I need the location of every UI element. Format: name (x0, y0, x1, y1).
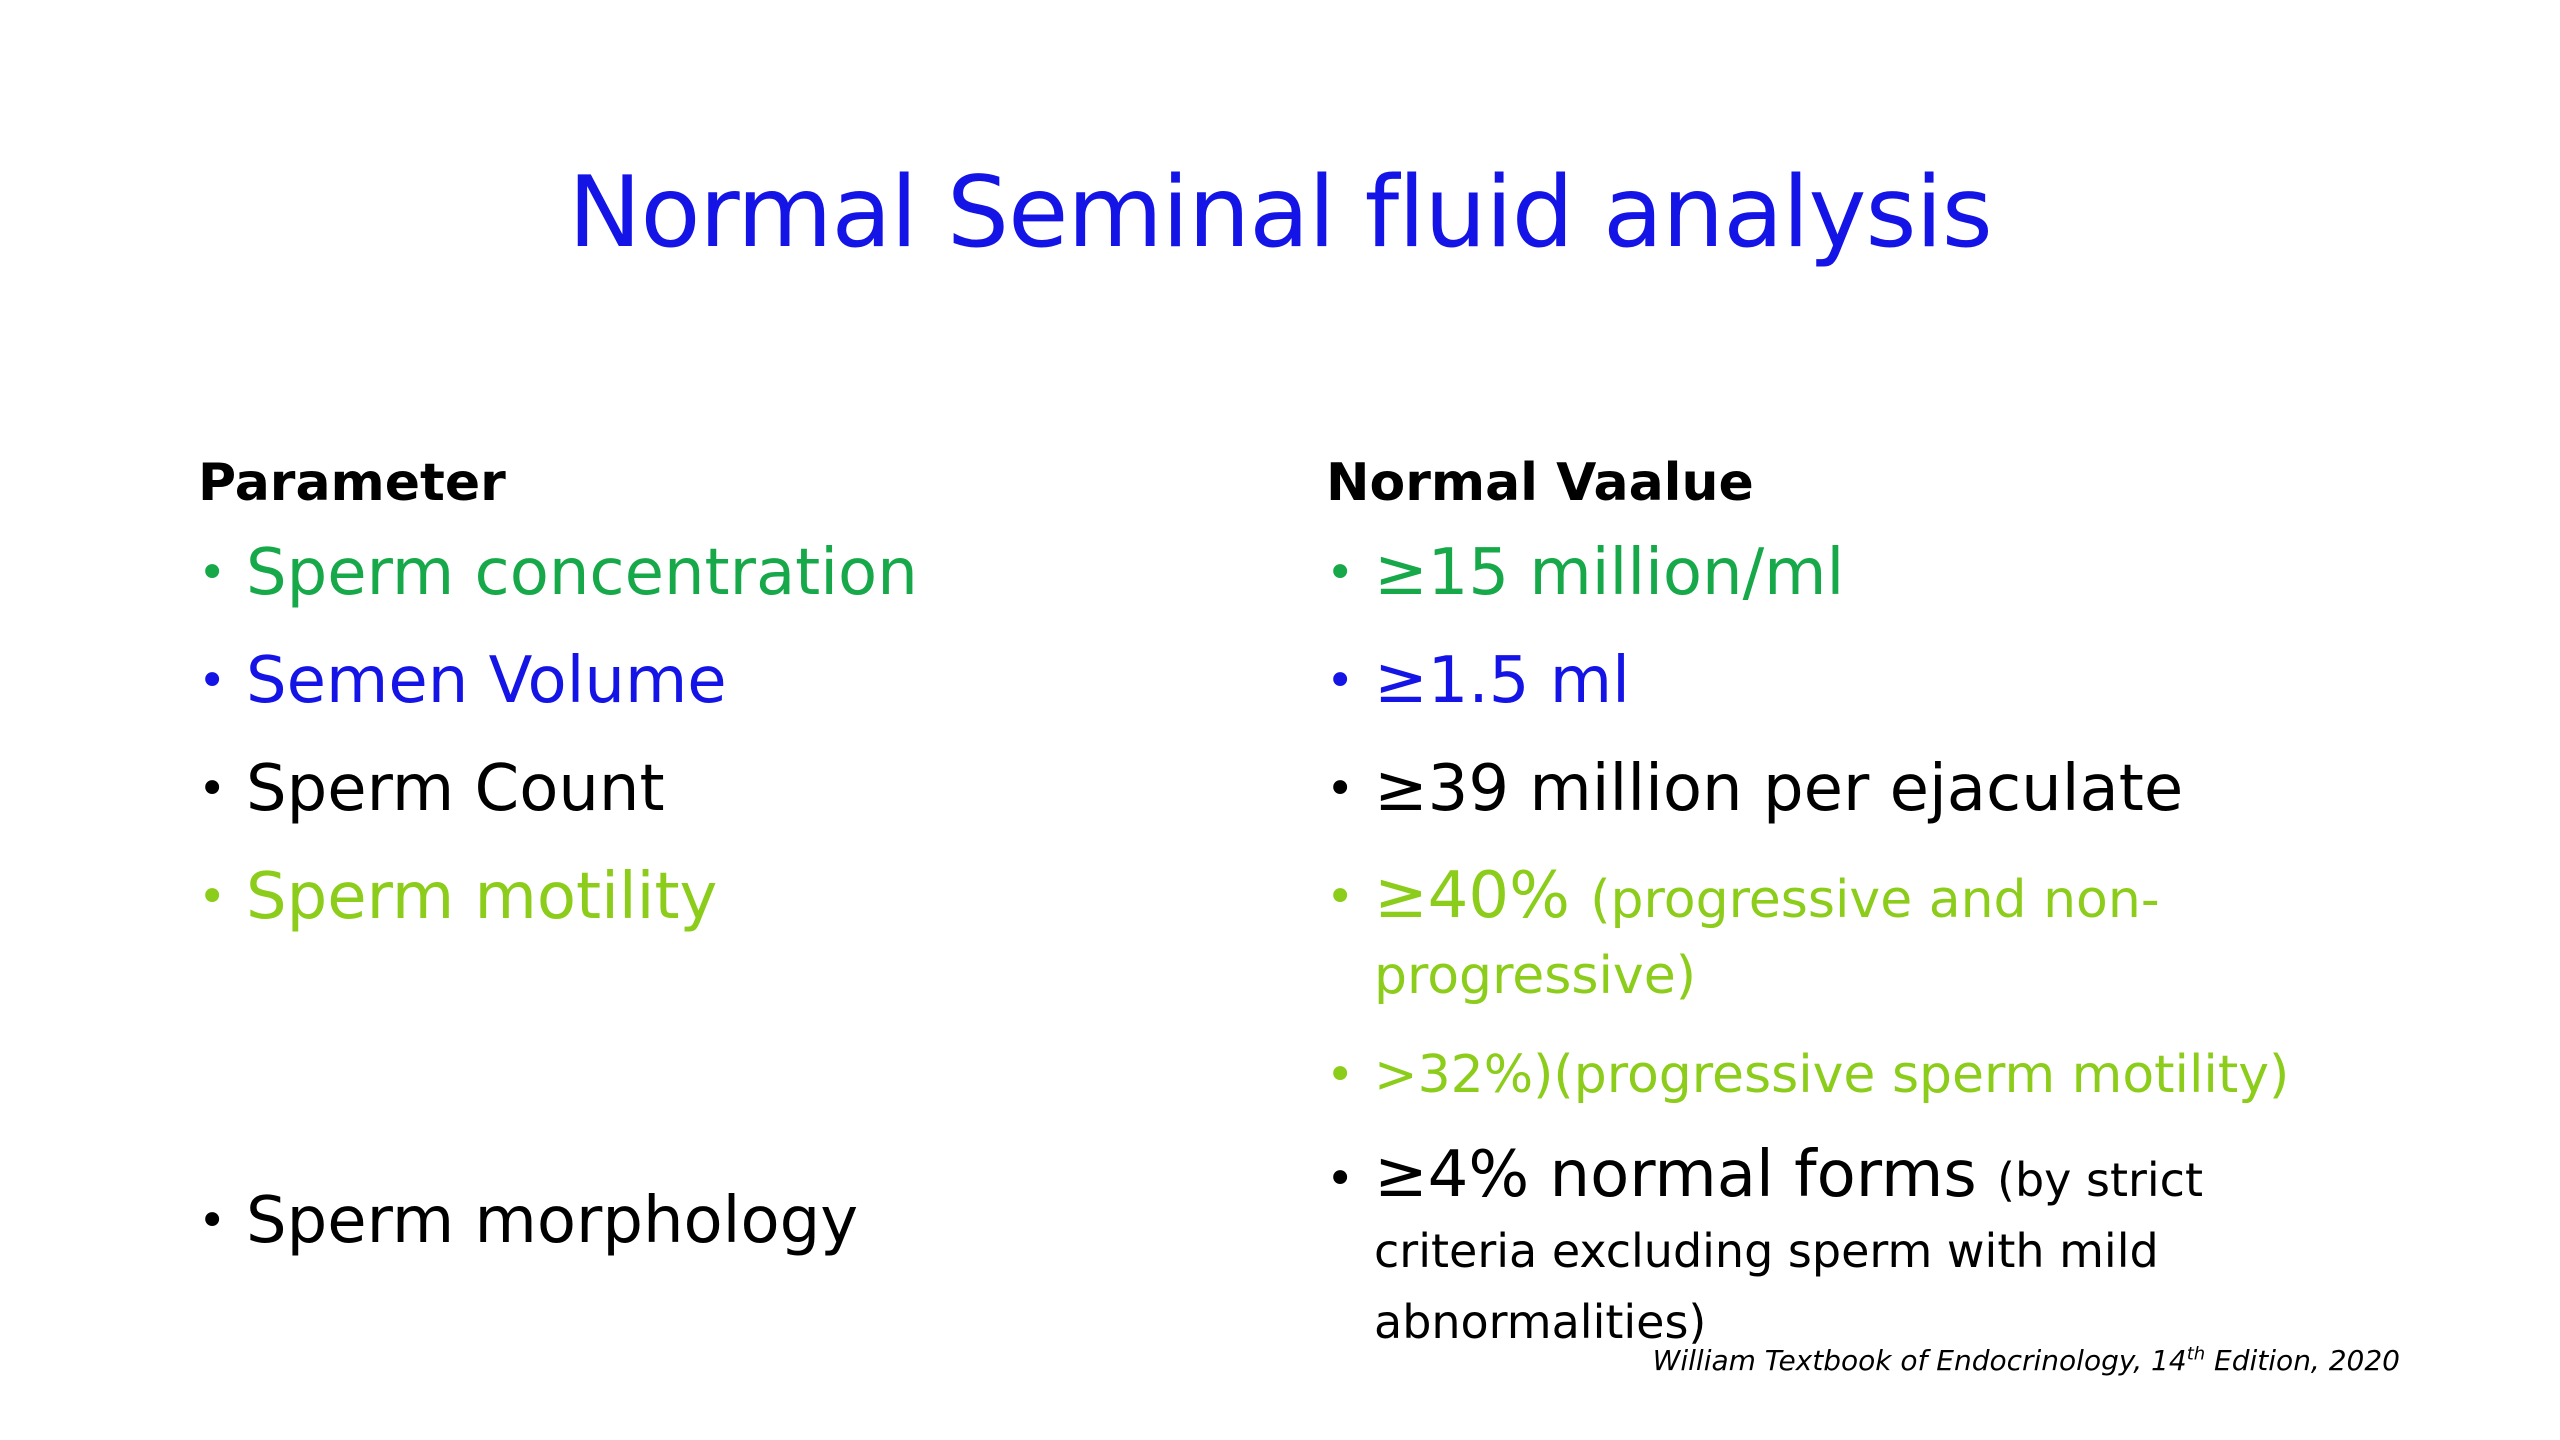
value-item: • ≥39 million per ejaculate (1326, 752, 2183, 826)
parameter-item: • Sperm motility (198, 860, 717, 934)
value-text-wrap: ≥40% (progressive and non-progressive) (1374, 860, 2194, 1012)
slide-title: Normal Seminal fluid analysis (568, 156, 1993, 270)
bullet-icon: • (1326, 1047, 1355, 1103)
parameter-item: • Sperm concentration (198, 536, 918, 610)
bullet-icon: • (1326, 1151, 1355, 1207)
value-text: ≥40% (1374, 859, 1570, 933)
parameter-label: Semen Volume (246, 644, 727, 718)
parameter-header: Parameter (198, 453, 506, 513)
citation: William Textbook of Endocrinology, 14th … (1653, 1344, 2400, 1377)
bullet-icon: • (1326, 761, 1355, 817)
normal-value-column: Normal Vaalue • ≥15 million/ml • ≥1.5 ml… (1326, 448, 2506, 1349)
bullet-icon: • (198, 653, 227, 709)
citation-text: William Textbook of Endocrinology, 14 (1652, 1344, 2187, 1377)
bullet-icon: • (198, 1193, 227, 1249)
bullet-icon: • (198, 761, 227, 817)
value-item: • ≥1.5 ml (1326, 644, 1630, 718)
value-detail: (by strict criteria excluding sperm with… (1374, 1153, 2204, 1349)
value-text: ≥4% normal forms (1374, 1138, 1977, 1212)
bullet-icon: • (1326, 869, 1355, 925)
value-item: • >32%)(progressive sperm motility) (1326, 1038, 2289, 1112)
parameter-item: • Semen Volume (198, 644, 727, 718)
normal-value-header: Normal Vaalue (1326, 453, 1754, 513)
parameter-label: Sperm Count (246, 752, 665, 826)
bullet-icon: • (198, 545, 227, 601)
value-text: >32%)(progressive sperm motility) (1374, 1045, 2290, 1105)
bullet-icon: • (1326, 653, 1355, 709)
bullet-icon: • (198, 869, 227, 925)
citation-tail: Edition, 2020 (2205, 1344, 2400, 1377)
parameter-column: Parameter • Sperm concentration • Semen … (198, 448, 1298, 1258)
value-text: ≥39 million per ejaculate (1374, 752, 2184, 826)
value-text: ≥1.5 ml (1374, 644, 1630, 718)
value-item: • ≥4% normal forms (by strict criteria e… (1326, 1142, 2506, 1355)
citation-sup: th (2186, 1343, 2206, 1365)
value-item: • ≥40% (progressive and non-progressive) (1326, 860, 2486, 1012)
value-text-wrap: ≥4% normal forms (by strict criteria exc… (1374, 1142, 2374, 1355)
value-item: • ≥15 million/ml (1326, 536, 1844, 610)
value-detail: (progressive and non-progressive) (1374, 870, 2160, 1006)
parameter-label: Sperm motility (246, 860, 718, 934)
parameter-item: • Sperm Count (198, 752, 665, 826)
parameter-label: Sperm concentration (246, 536, 918, 610)
value-text: ≥15 million/ml (1374, 536, 1845, 610)
bullet-icon: • (1326, 545, 1355, 601)
parameter-item: • Sperm morphology (198, 1184, 858, 1258)
parameter-label: Sperm morphology (246, 1184, 859, 1258)
